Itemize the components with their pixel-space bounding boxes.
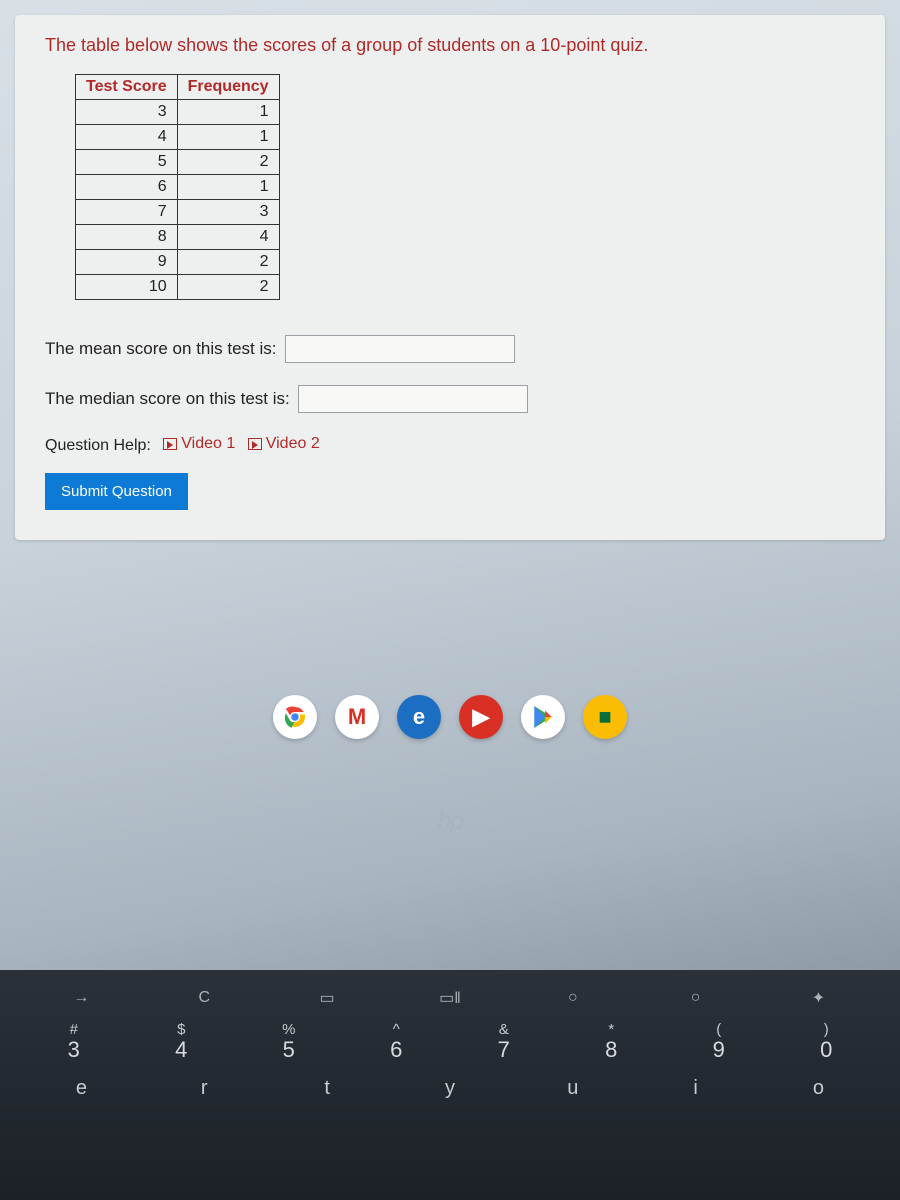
edge-icon[interactable]: e [397,695,441,739]
key-u[interactable]: u [543,1077,603,1100]
video2-link[interactable]: Video 2 [248,435,320,453]
key-o[interactable]: o [788,1077,848,1100]
key-9[interactable]: (9 [689,1022,749,1063]
key-e[interactable]: e [51,1077,111,1100]
screen: The table below shows the scores of a gr… [0,15,900,1200]
key-7[interactable]: &7 [474,1022,534,1063]
submit-question-button[interactable]: Submit Question [45,473,188,510]
key-3[interactable]: #3 [44,1022,104,1063]
key-5[interactable]: %5 [259,1022,319,1063]
median-label: The median score on this test is: [45,389,290,409]
number-key-row: #3 $4 %5 ^6 &7 *8 (9 )0 [0,1022,900,1063]
help-label: Question Help: [45,437,151,454]
table-row: 102 [76,275,280,300]
key-6[interactable]: ^6 [366,1022,426,1063]
keyboard: → C ▭ ▭‖ ○ ○ ✦ #3 $4 %5 ^6 &7 *8 (9 )0 e… [0,970,900,1200]
question-help: Question Help: Video 1 Video 2 [45,435,860,455]
chrome-icon[interactable] [273,695,317,739]
fn-key[interactable]: C [174,988,234,1008]
table-body: 31 41 52 61 73 84 92 102 [76,100,280,300]
key-4[interactable]: $4 [151,1022,211,1063]
mean-input[interactable] [285,335,515,363]
gmail-icon[interactable]: M [335,695,379,739]
shelf: M e ▶ ■ [0,695,900,739]
video1-link[interactable]: Video 1 [163,435,235,453]
chrome-svg [280,702,310,732]
fn-key[interactable]: ▭ [297,988,357,1008]
letter-key-row: e r t y u i o [0,1077,900,1100]
col-header-frequency: Frequency [177,75,279,100]
col-header-score: Test Score [76,75,178,100]
question-prompt: The table below shows the scores of a gr… [45,35,860,56]
key-8[interactable]: *8 [581,1022,641,1063]
fn-key[interactable]: ✦ [788,988,848,1008]
key-0[interactable]: )0 [796,1022,856,1063]
play-store-icon[interactable] [521,695,565,739]
fn-key[interactable]: ▭‖ [420,988,480,1008]
question-card: The table below shows the scores of a gr… [15,15,885,540]
key-y[interactable]: y [420,1077,480,1100]
key-t[interactable]: t [297,1077,357,1100]
fn-key[interactable]: → [51,988,111,1008]
median-row: The median score on this test is: [45,385,860,413]
video1-label: Video 1 [181,435,235,453]
meet-icon[interactable]: ■ [583,695,627,739]
youtube-icon[interactable]: ▶ [459,695,503,739]
frequency-table: Test Score Frequency 31 41 52 61 73 84 9… [75,74,280,300]
table-row: 41 [76,125,280,150]
key-i[interactable]: i [666,1077,726,1100]
video2-label: Video 2 [266,435,320,453]
function-key-row: → C ▭ ▭‖ ○ ○ ✦ [0,988,900,1008]
table-header-row: Test Score Frequency [76,75,280,100]
table-row: 52 [76,150,280,175]
play-icon [248,438,262,450]
table-row: 73 [76,200,280,225]
mean-label: The mean score on this test is: [45,339,277,359]
hp-logo: hp [0,805,900,836]
fn-key[interactable]: ○ [543,988,603,1008]
mean-row: The mean score on this test is: [45,335,860,363]
table-row: 61 [76,175,280,200]
key-r[interactable]: r [174,1077,234,1100]
fn-key[interactable]: ○ [666,988,726,1008]
play-icon [163,438,177,450]
table-row: 92 [76,250,280,275]
table-row: 31 [76,100,280,125]
table-row: 84 [76,225,280,250]
median-input[interactable] [298,385,528,413]
